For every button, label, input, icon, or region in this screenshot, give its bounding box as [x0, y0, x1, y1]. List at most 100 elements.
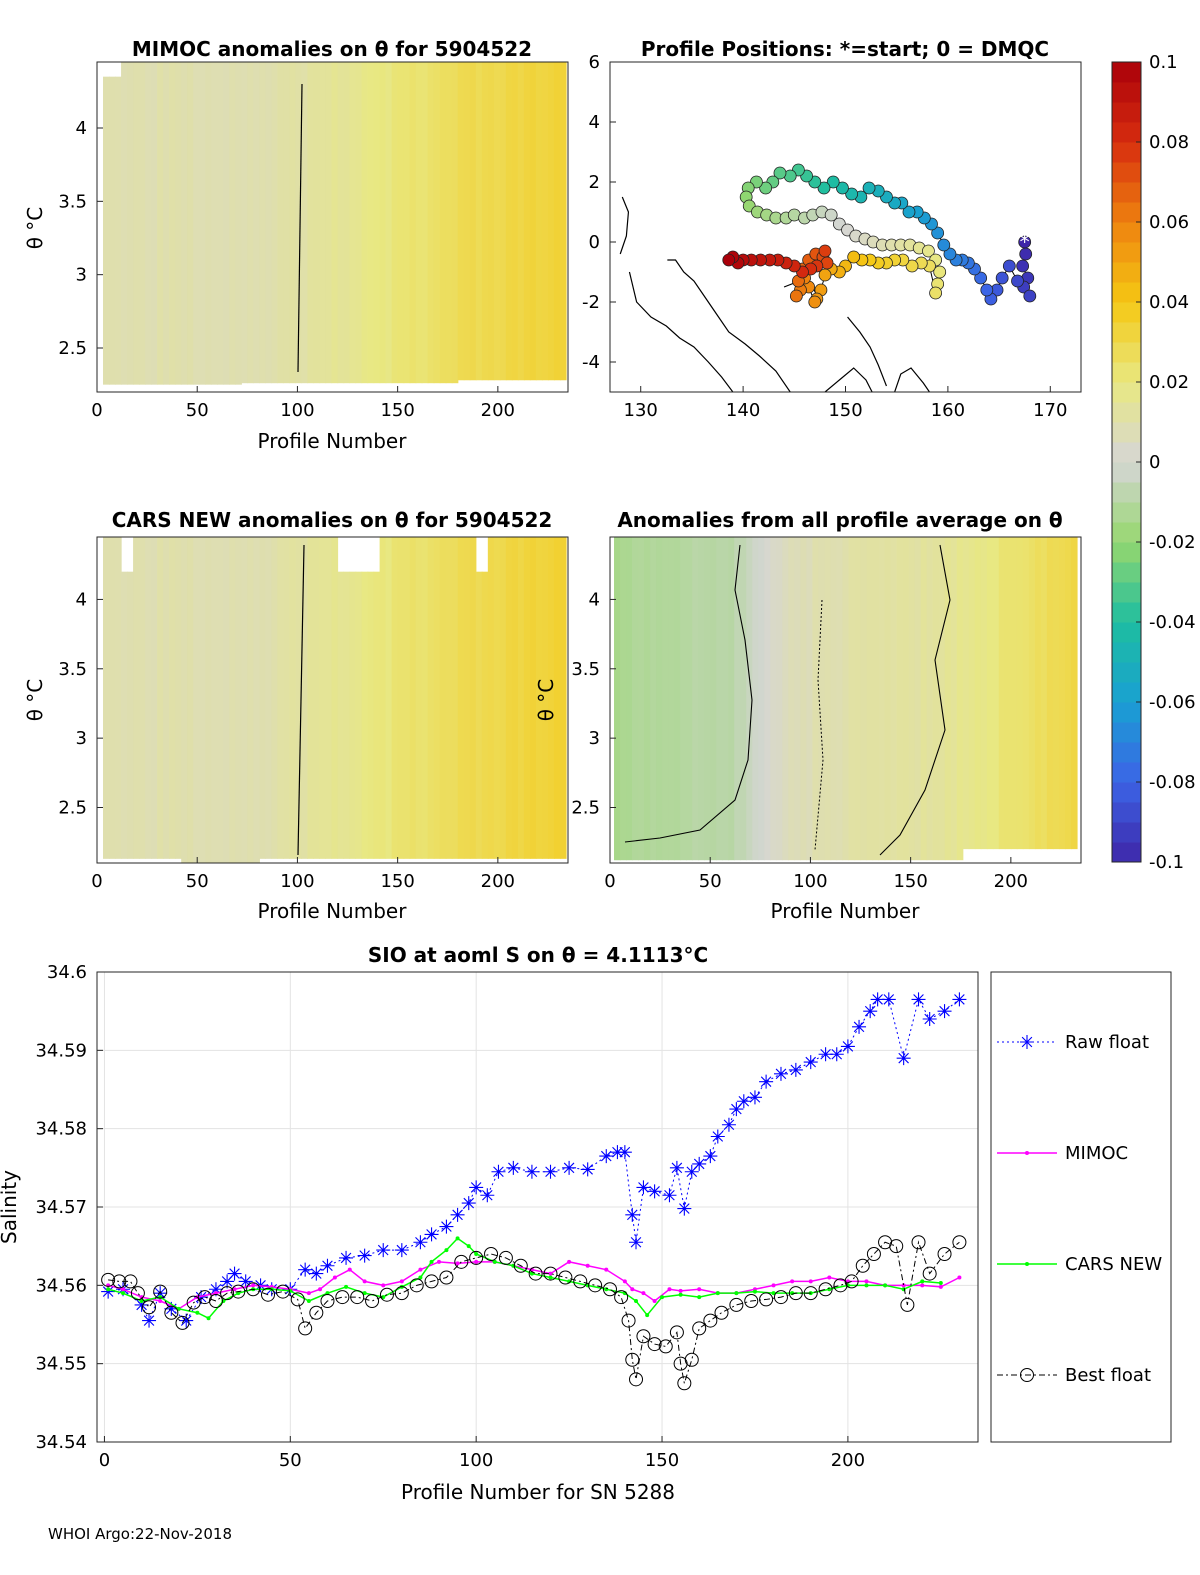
colorbar-tick-label: 0.02 [1149, 372, 1189, 393]
best-float-point [900, 1297, 915, 1312]
best-float-point [424, 1274, 439, 1289]
colorbar-band [1112, 842, 1141, 863]
best-float-point [855, 1258, 870, 1273]
allavg-cell [860, 537, 868, 861]
raw-float-point [543, 1164, 558, 1179]
best-float-point [684, 1352, 699, 1367]
cars-xlabel: Profile Number [258, 899, 408, 923]
raw-float-point [629, 1235, 644, 1250]
raw-float-point [153, 1286, 168, 1301]
cars-cell [151, 537, 158, 859]
best-float-point [844, 1274, 859, 1289]
allavg-contour-left [624, 544, 753, 843]
mimoc-cell [451, 62, 459, 384]
best-float-point [208, 1294, 223, 1308]
salinity-ytick-label: 34.56 [35, 1275, 87, 1296]
best-float-line [108, 1240, 960, 1384]
raw-float-point [413, 1235, 428, 1250]
profile-position-point [722, 253, 736, 267]
colorbar-band [1112, 202, 1141, 223]
mimoc-cell [313, 62, 321, 384]
allavg-cell [632, 537, 639, 861]
cars-new-point [634, 1299, 639, 1303]
cars-cell [517, 537, 525, 859]
colorbar-band [1112, 122, 1141, 143]
cars-new-point [864, 1283, 869, 1288]
allavg-cell [968, 537, 976, 850]
cars-cell [451, 537, 459, 859]
mimoc-cell [337, 62, 345, 384]
cars-new-point [920, 1279, 925, 1284]
allavg-cell [980, 537, 988, 850]
allavg-cell [668, 537, 675, 861]
allavg-ytick-label: 3 [589, 728, 600, 749]
mimoc-cell [385, 62, 393, 384]
raw-float-point [870, 992, 885, 1007]
raw-float-point [376, 1243, 391, 1258]
allavg-cell [920, 537, 928, 861]
mimoc-ylabel: θ °C [23, 207, 47, 250]
mimoc-cell [373, 62, 381, 384]
colorbar-band [1112, 482, 1141, 503]
cars-cell [349, 571, 357, 859]
profile-position-point [817, 181, 831, 195]
allavg-cell [656, 537, 663, 861]
raw-float-point [922, 1012, 937, 1026]
raw-float-point [164, 1301, 179, 1316]
colorbar-band [1112, 782, 1141, 803]
colorbar-band [1112, 322, 1141, 343]
mimoc-cell [277, 62, 284, 384]
series-raw-float [101, 992, 967, 1328]
best-float-point [513, 1258, 528, 1273]
mimoc-xtick-label: 200 [481, 400, 515, 421]
cars-cell [433, 537, 441, 859]
profile-position-point [943, 247, 957, 261]
cars-new-point [306, 1299, 311, 1303]
coastline-segment [847, 316, 888, 387]
cars-cell [337, 571, 345, 859]
coastline-segment [894, 367, 930, 392]
best-float-point [669, 1325, 684, 1340]
mimoc-cell [283, 62, 291, 384]
mimoc-cell [163, 62, 170, 385]
best-float-point [602, 1282, 617, 1297]
allavg-cell [752, 537, 759, 861]
cars-new-point [548, 1275, 553, 1280]
mimoc-point [864, 1279, 869, 1284]
colorbar-tick-label: 0 [1149, 452, 1160, 473]
cars-cell [325, 537, 333, 859]
mimoc-point [362, 1279, 367, 1284]
raw-float-point [394, 1243, 409, 1258]
mimoc-ytick-label: 4 [76, 118, 87, 139]
footer-stamp: WHOI Argo:22-Nov-2018 [48, 1525, 232, 1543]
cars-cell [271, 537, 278, 859]
cars-cell [487, 537, 495, 859]
cars-ytick-label: 2.5 [58, 798, 87, 819]
mimoc-cell [211, 62, 218, 385]
best-float-point [692, 1321, 707, 1336]
allavg-cell [734, 537, 741, 861]
cars-cell [403, 537, 411, 859]
mimoc-point [232, 1287, 237, 1292]
best-float-point [714, 1305, 729, 1320]
cars-new-point [734, 1291, 739, 1296]
cars-xtick-label: 50 [186, 871, 209, 892]
legend-label-raw-float: Raw float [1065, 1032, 1149, 1053]
salinity-ytick-label: 34.57 [35, 1197, 87, 1218]
allavg-cell [620, 537, 627, 861]
raw-float-point [220, 1274, 235, 1289]
allavg-cell [992, 537, 1000, 850]
mimoc-ytick-label: 3.5 [58, 191, 87, 212]
best-float-point [677, 1376, 692, 1391]
colorbar-band [1112, 762, 1141, 783]
mimoc-point [622, 1279, 627, 1284]
mimoc-ytick-label: 2.5 [58, 338, 87, 359]
mimoc-cell [505, 62, 513, 381]
mimoc-cell [139, 62, 146, 385]
raw-float-point [852, 1019, 867, 1034]
allavg-cell [944, 537, 952, 861]
cars-new-point [106, 1287, 111, 1292]
mimoc-cell [121, 62, 128, 385]
allavg-xlabel: Profile Number [771, 899, 921, 923]
cars-new-point [121, 1291, 126, 1296]
